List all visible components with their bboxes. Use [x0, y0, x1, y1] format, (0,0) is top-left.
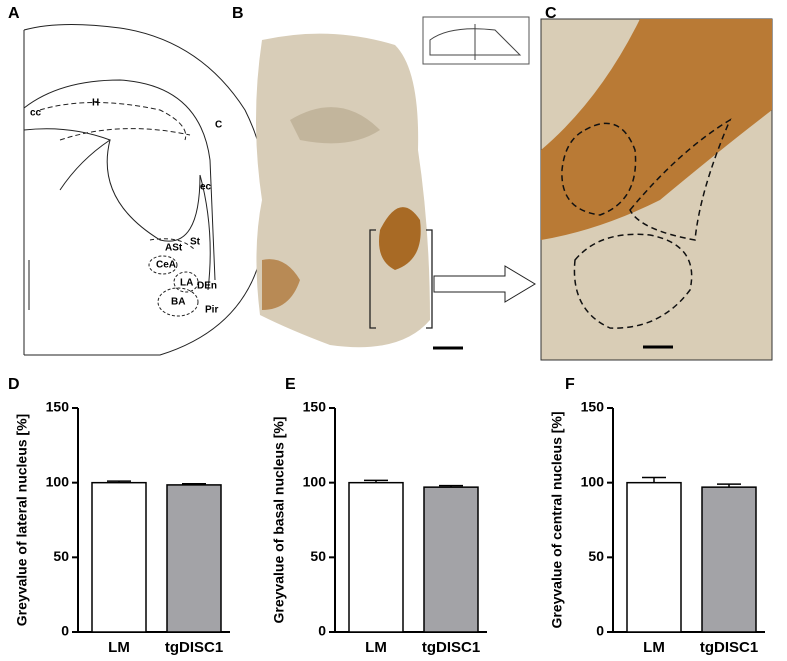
panel-label: A: [8, 5, 20, 22]
x-tick-label: LM: [108, 639, 130, 656]
diagram-label: BA: [171, 297, 185, 308]
y-tick-label: 0: [596, 623, 604, 639]
diagram-label: Pir: [205, 305, 218, 316]
y-axis-label: Greyvalue of central nucleus [%]: [549, 411, 565, 628]
x-tick-label: LM: [365, 639, 387, 656]
panel-label: E: [285, 376, 296, 393]
diagram-label: H: [92, 98, 99, 109]
y-tick-label: 0: [61, 623, 69, 639]
bar: [348, 481, 404, 633]
x-tick-label: tgDISC1: [422, 639, 480, 656]
diagram-label: C: [215, 120, 222, 131]
y-axis-label: Greyvalue of basal nucleus [%]: [271, 417, 287, 624]
diagram-label: LA: [180, 278, 193, 289]
y-axis-label: Greyvalue of lateral nucleus [%]: [14, 414, 30, 626]
diagram-label: St: [190, 237, 201, 248]
x-tick-label: tgDISC1: [700, 639, 758, 656]
diagram-label: cc: [30, 108, 42, 119]
y-tick-label: 50: [588, 548, 604, 564]
bar: [701, 486, 757, 633]
y-tick-label: 0: [318, 623, 326, 639]
panel-label: D: [8, 376, 20, 393]
diagram-label: DEn: [197, 281, 217, 292]
bar: [423, 486, 479, 633]
x-tick-label: tgDISC1: [165, 639, 223, 656]
brain-section: [256, 16, 536, 350]
bar: [166, 484, 222, 633]
y-tick-label: 150: [581, 399, 605, 415]
x-tick-label: LM: [643, 639, 665, 656]
panel-label: B: [232, 5, 244, 22]
schematic: [23, 23, 268, 356]
diagram-label: ASt: [165, 243, 183, 254]
panel-label: C: [545, 5, 557, 22]
y-tick-label: 100: [581, 473, 605, 489]
diagram-label: CeA: [156, 260, 176, 271]
bar: [626, 481, 682, 633]
y-tick-label: 100: [303, 473, 327, 489]
y-tick-label: 50: [310, 548, 326, 564]
y-tick-label: 150: [46, 399, 70, 415]
micrograph: [540, 18, 773, 361]
y-tick-label: 50: [53, 548, 69, 564]
diagram-label: ec: [200, 182, 212, 193]
panel-label: F: [565, 376, 575, 393]
bar: [91, 481, 147, 633]
y-tick-label: 150: [303, 399, 327, 415]
y-tick-label: 100: [46, 473, 70, 489]
